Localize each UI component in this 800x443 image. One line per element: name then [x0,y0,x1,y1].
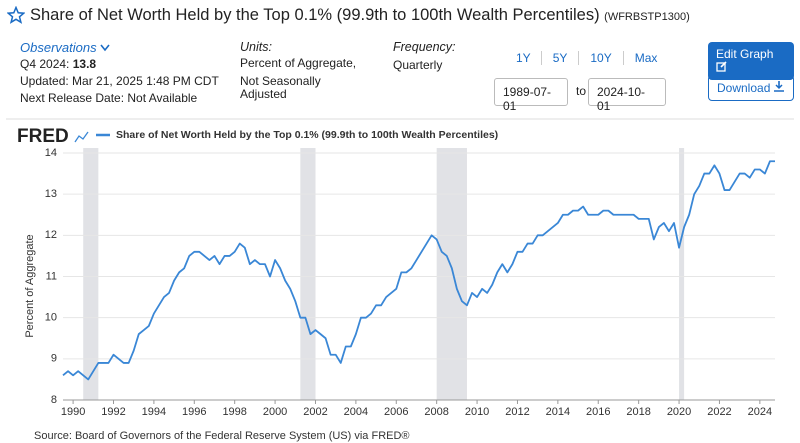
x-tick-label: 1996 [182,406,206,418]
next-release: Next Release Date: Not Available [20,91,198,105]
latest-label: Q4 2024: [20,57,70,71]
recession-band [83,148,99,400]
y-tick-label: 11 [46,270,57,282]
series-id: (WFRBSTP1300) [604,11,690,23]
x-tick-label: 2000 [263,406,287,418]
x-tick-label: 2012 [505,406,529,418]
latest-value: 13.8 [72,57,97,71]
y-tick-label: 14 [45,147,57,159]
y-tick-label: 10 [45,312,57,324]
title: Share of Net Worth Held by the Top 0.1% … [30,6,600,24]
x-tick-label: 2008 [424,406,448,418]
favorite-star[interactable] [7,6,25,24]
source: Source: Board of Governors of the Federa… [34,430,410,442]
x-tick-label: 2022 [707,406,731,418]
x-tick-label: 2010 [465,406,489,418]
edit-label: Edit Graph [716,47,774,61]
updated: Updated: Mar 21, 2025 1:48 PM CDT [20,74,219,88]
frequency-value: Quarterly [393,58,443,72]
y-axis-label: Percent of Aggregate [24,234,36,337]
x-tick-label: 2014 [546,406,570,418]
download-icon [773,81,784,92]
x-tick-label: 2006 [384,406,408,418]
x-tick-label: 1998 [222,406,246,418]
end-date[interactable]: 2024-10-01 [588,78,666,113]
x-tick-label: 2004 [344,406,368,418]
units: Units: Percent of Aggregate, Not Seasona… [240,40,356,101]
range-button[interactable]: 10Y [579,51,624,65]
x-tick-label: 2016 [586,406,610,418]
edit-graph-button[interactable]: Edit Graph [708,42,794,80]
obs-toggle[interactable]: Observations [20,40,219,55]
x-tick-label: 2002 [303,406,327,418]
edit-icon [716,61,727,72]
recession-band [436,148,467,400]
range-button[interactable]: 1Y [500,51,542,65]
chevron [100,44,110,52]
fred-logo: FRED [17,126,69,147]
obs-label: Observations [20,40,97,55]
download-button[interactable]: Download [708,75,794,101]
frequency: Frequency: Quarterly [393,40,456,73]
units-line: Adjusted [240,87,287,101]
x-tick-label: 2018 [626,406,650,418]
range-button[interactable]: 5Y [542,51,580,65]
units-line: Not Seasonally [240,74,321,88]
frequency-label: Frequency: [393,40,456,54]
x-tick-label: 1990 [61,406,85,418]
range-button[interactable]: Max [634,51,658,65]
title-row: Share of Net Worth Held by the Top 0.1% … [30,6,690,25]
y-tick-label: 8 [51,394,57,406]
download-label: Download [717,81,771,95]
chart: FRED Percent of Aggregate Source: Board … [6,118,794,442]
y-tick-label: 12 [45,229,57,241]
range-buttons: 1Y 5Y 10Y Max [500,51,668,65]
y-tick-label: 13 [45,188,57,200]
recession-band [300,148,316,400]
x-tick-label: 2020 [667,406,691,418]
x-tick-label: 1994 [142,406,166,418]
y-tick-label: 9 [51,353,57,365]
data-line [62,160,775,381]
x-tick-label: 1992 [101,406,125,418]
start-date[interactable]: 1989-07-01 [494,78,568,113]
x-tick-label: 2024 [748,406,772,418]
units-line: Percent of Aggregate, [240,56,357,70]
date-separator: to [576,84,587,98]
units-label: Units: [240,40,272,54]
recession-band [679,148,685,400]
logo-icon [74,131,89,143]
legend-label: Share of Net Worth Held by the Top 0.1% … [116,129,498,141]
observations: Observations Q4 2024: 13.8 Updated: Mar … [20,40,219,106]
